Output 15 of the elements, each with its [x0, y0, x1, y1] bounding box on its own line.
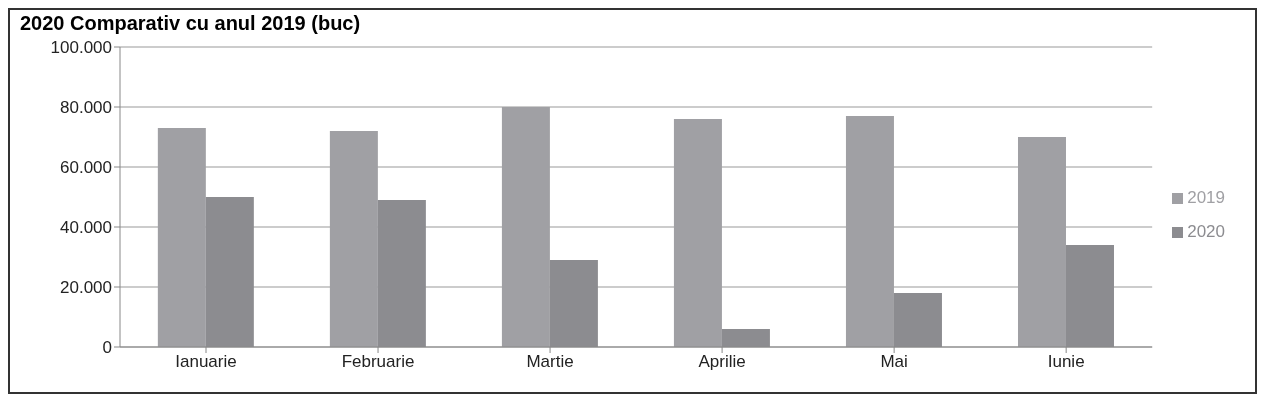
- x-tick-label: Martie: [526, 352, 574, 372]
- x-tick-label: Aprilie: [698, 352, 746, 372]
- y-tick-label: 60.000: [60, 158, 112, 178]
- x-tick-label: Iunie: [1047, 352, 1085, 372]
- y-tick-label: 100.000: [50, 38, 112, 58]
- chart-title: 2020 Comparativ cu anul 2019 (buc): [19, 11, 362, 36]
- y-tick-label: 0: [102, 338, 112, 358]
- legend-label: 2019: [1187, 187, 1225, 207]
- x-tick-label: Februarie: [341, 352, 415, 372]
- x-tick-label: Mai: [880, 352, 908, 372]
- y-tick-label: 40.000: [60, 218, 112, 238]
- y-tick-label: 20.000: [60, 278, 112, 298]
- x-tick-label: Ianuarie: [175, 352, 237, 372]
- y-tick-label: 80.000: [60, 98, 112, 118]
- legend-label: 2020: [1187, 221, 1225, 241]
